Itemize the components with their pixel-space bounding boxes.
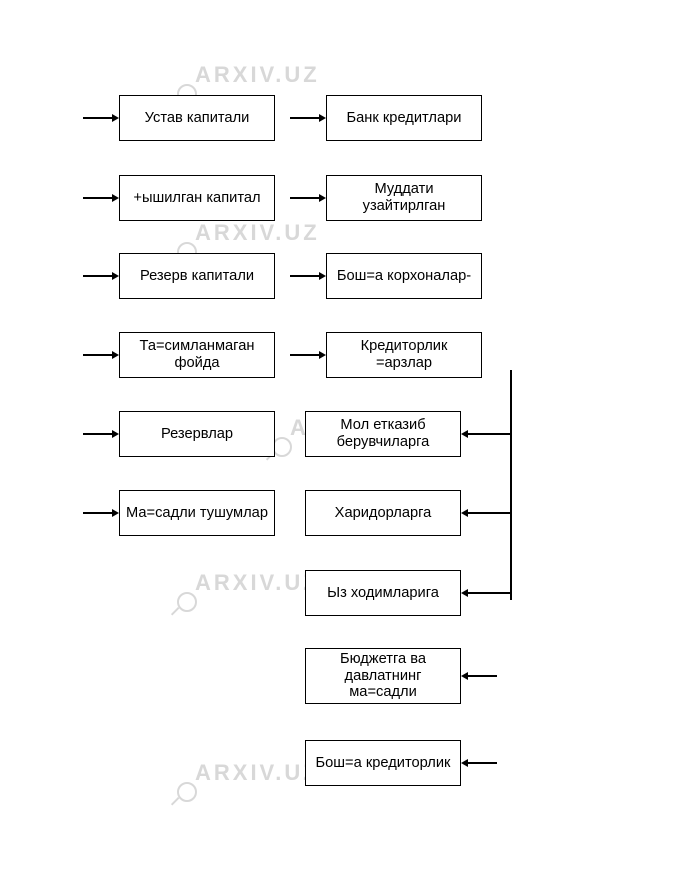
node-label: Резерв капитали (126, 268, 268, 285)
magnifier-icon (173, 592, 199, 618)
diagram-canvas: ARXIV.UZARXIV.UZARXIV.UZARXIV.UZARXIV.UZ… (0, 0, 680, 880)
watermark-text: ARXIV.UZ (195, 760, 320, 785)
magnifier-icon (173, 782, 199, 808)
node-label: Мол етказиб берувчиларга (312, 417, 454, 451)
node-label: Бош=а корхоналар- (333, 268, 475, 285)
node-ustav: Устав капитали (119, 95, 275, 141)
node-byudjet: Бюджетга ва давлатнинг ма=садли (305, 648, 461, 704)
node-muddati: Муддати узайтирлган (326, 175, 482, 221)
node-label: Муддати узайтирлган (333, 181, 475, 215)
node-label: Кредиторлик =арзлар (333, 338, 475, 372)
node-label: Устав капитали (126, 110, 268, 127)
node-tasimlan: Та=симланмаган фойда (119, 332, 275, 378)
watermark-0: ARXIV.UZ (195, 62, 320, 88)
node-boshakorx: Бош=а корхоналар- (326, 253, 482, 299)
node-label: +ышилган капитал (126, 190, 268, 207)
node-rezervlar: Резервлар (119, 411, 275, 457)
node-bank: Банк кредитлари (326, 95, 482, 141)
node-boshakred: Бош=а кредиторлик (305, 740, 461, 786)
node-label: Харидорларга (312, 505, 454, 522)
node-label: Ма=садли тушумлар (126, 505, 268, 522)
bus-line (510, 370, 512, 600)
watermark-text: ARXIV.UZ (195, 62, 320, 87)
node-label: Та=симланмаган фойда (126, 338, 268, 372)
node-label: Резервлар (126, 426, 268, 443)
node-label: Ыз ходимларига (312, 585, 454, 602)
node-masadli: Ма=садли тушумлар (119, 490, 275, 536)
node-kreditor: Кредиторлик =арзлар (326, 332, 482, 378)
watermark-3: ARXIV.UZ (195, 570, 320, 596)
watermark-1: ARXIV.UZ (195, 220, 320, 246)
node-xaridor: Харидорларга (305, 490, 461, 536)
watermark-4: ARXIV.UZ (195, 760, 320, 786)
node-label: Банк кредитлари (333, 110, 475, 127)
watermark-text: ARXIV.UZ (195, 220, 320, 245)
node-label: Бюджетга ва давлатнинг ма=садли (312, 651, 454, 702)
node-label: Бош=а кредиторлик (312, 755, 454, 772)
node-mol: Мол етказиб берувчиларга (305, 411, 461, 457)
node-rezervkap: Резерв капитали (119, 253, 275, 299)
node-yshilgan: +ышилган капитал (119, 175, 275, 221)
node-yzxodim: Ыз ходимларига (305, 570, 461, 616)
watermark-text: ARXIV.UZ (195, 570, 320, 595)
